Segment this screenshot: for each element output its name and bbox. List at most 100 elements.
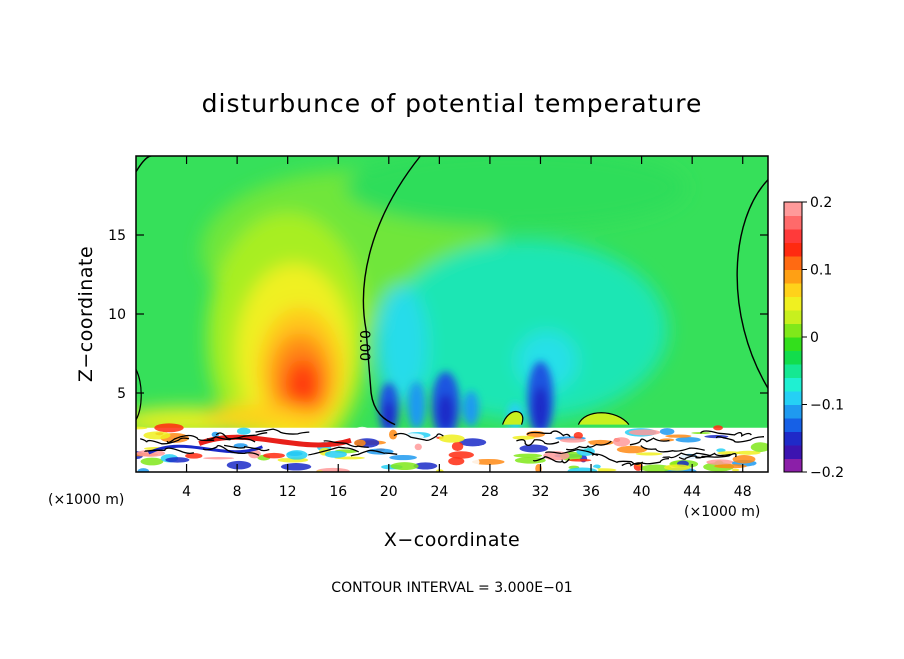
turbulence-cell <box>512 435 535 440</box>
turbulence-cell <box>559 438 586 443</box>
y-axis: 5 10 15 <box>108 228 768 402</box>
x-tick-label: 4 <box>182 484 191 500</box>
turbulence-cell <box>635 452 663 456</box>
colorbar-swatch <box>784 229 802 243</box>
turbulence-cell <box>286 450 308 460</box>
zero-contour-main <box>362 156 421 426</box>
boundary-contour <box>215 432 268 440</box>
colorbar-swatch <box>784 445 802 459</box>
turbulence-cell <box>513 453 543 458</box>
heatmap-field <box>136 156 768 472</box>
boundary-contour <box>516 439 560 447</box>
colorbar-swatch <box>784 296 802 311</box>
turbulence-cell <box>628 429 661 436</box>
x-tick-label: 20 <box>380 484 398 500</box>
field-blob-9 <box>284 359 321 412</box>
colorbar-swatch <box>784 256 802 270</box>
y-tick-label: 15 <box>108 228 126 244</box>
colorbar-swatch <box>784 310 802 324</box>
boundary-contour <box>140 437 190 445</box>
zero-contour-right <box>736 179 768 389</box>
colorbar-tick-label: 0.2 <box>810 195 832 211</box>
colorbar-tick-label: 0.1 <box>810 263 832 279</box>
turbulence-cell <box>472 458 505 465</box>
cold-core-4 <box>437 393 454 430</box>
turbulence-cell <box>459 438 487 447</box>
boundary-contour <box>678 452 731 460</box>
cold-core-1 <box>382 401 395 430</box>
turbulence-cell <box>640 464 672 472</box>
turbulence-cell <box>468 457 480 467</box>
turbulence-cell <box>612 437 631 447</box>
turbulence-cell <box>731 468 740 472</box>
boundary-contour <box>393 432 444 442</box>
x-tick-label: 28 <box>481 484 499 500</box>
boundary-contour <box>166 434 215 444</box>
colorbar-swatch <box>784 418 802 432</box>
contour-interval-note: CONTOUR INTERVAL = 3.000E−01 <box>331 580 572 596</box>
x-tick-label: 44 <box>683 484 701 500</box>
x-tick-label: 16 <box>329 484 347 500</box>
turbulence-cell <box>140 457 164 466</box>
turbulence-cell <box>354 439 366 447</box>
boundary-contour <box>544 448 599 456</box>
y-tick-label: 5 <box>117 386 126 402</box>
turbulence-cell <box>354 426 370 436</box>
x-tick-label: 48 <box>734 484 752 500</box>
zero-contour-left <box>136 369 142 421</box>
boundary-contour <box>223 444 270 452</box>
boundary-contour <box>350 449 398 457</box>
turbulence-cell <box>203 457 235 460</box>
boundary-contour <box>629 437 670 446</box>
turbulence-cell <box>519 444 549 453</box>
colorbar-tick-label: −0.1 <box>810 398 844 414</box>
boundary-contour <box>323 440 369 448</box>
cold-core-7 <box>532 386 549 431</box>
turbulence-cell <box>514 457 546 464</box>
field-blob-2 <box>387 239 668 420</box>
colorbar-swatch <box>784 391 802 405</box>
turbulence-cell <box>567 467 598 472</box>
colorbar-swatch <box>784 404 802 419</box>
x-unit-label-left: (×1000 m) <box>48 492 124 508</box>
turbulence-cell <box>750 442 768 452</box>
turbulence-cell <box>414 443 422 451</box>
turbulence-cell <box>165 457 190 463</box>
boundary-contour <box>715 435 765 443</box>
colorbar-swatch <box>784 350 802 365</box>
turbulence-cell <box>263 452 285 459</box>
turbulence-cell <box>137 468 150 472</box>
boundary-contour <box>526 430 571 438</box>
colorbar-swatch <box>784 377 802 392</box>
turbulence-cell <box>716 448 726 453</box>
colorbar-tick-label: −0.2 <box>810 465 844 481</box>
cold-core-5 <box>462 390 479 427</box>
boundary-layer <box>136 423 768 472</box>
zero-contour-island <box>577 412 630 425</box>
turbulence-cell <box>713 425 723 431</box>
turbulence-cell <box>211 431 220 438</box>
turbulence-cell <box>735 450 761 455</box>
field-blob-3 <box>375 285 428 406</box>
turbulence-cell <box>451 441 464 452</box>
colorbar-swatch <box>784 283 802 297</box>
boundary-contour <box>621 457 670 467</box>
turbulence-cell <box>714 464 747 469</box>
turbulence-cell <box>143 431 171 440</box>
boundary-contour <box>202 444 260 456</box>
turbulence-cell <box>185 452 203 459</box>
turbulence-cell <box>316 467 350 472</box>
field-blob-11 <box>202 404 323 429</box>
y-axis-label: Z−coordinate <box>75 246 97 382</box>
turbulence-cell <box>390 462 419 470</box>
colorbar-swatch <box>784 458 802 473</box>
x-tick-label: 40 <box>633 484 651 500</box>
turbulence-cell <box>573 432 583 440</box>
cold-band <box>147 444 263 455</box>
boundary-contour <box>143 447 195 454</box>
turbulence-cell <box>226 460 252 470</box>
boundary-contour <box>566 440 612 451</box>
x-axis-label: X−coordinate <box>384 529 520 551</box>
boundary-contour <box>255 428 310 435</box>
